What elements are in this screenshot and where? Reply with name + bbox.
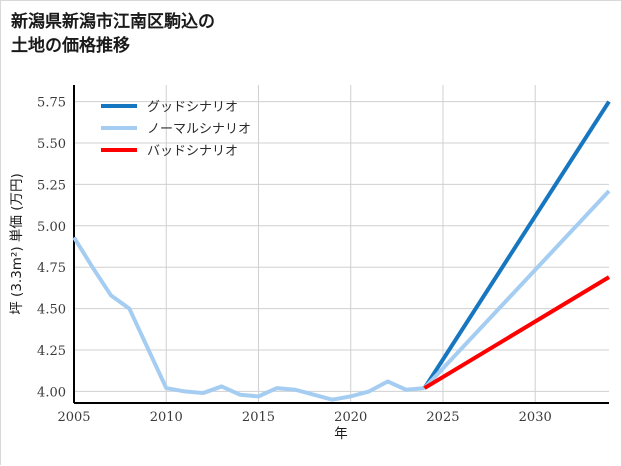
y-tick-label: 4.25 xyxy=(37,344,66,359)
chart-title-line1: 新潟県新潟市江南区駒込の xyxy=(11,11,215,32)
y-tick-label: 5.75 xyxy=(37,96,66,111)
y-axis-title: 坪 (3.3m²) 単価 (万円) xyxy=(9,173,25,314)
legend-label-1: ノーマルシナリオ xyxy=(147,122,251,137)
y-axis-tick-labels: 4.00 4.25 4.50 4.75 5.00 5.25 5.50 5.75 xyxy=(37,96,66,401)
gridlines xyxy=(73,85,609,403)
y-tick-label: 4.75 xyxy=(37,261,66,276)
y-tick-label: 4.50 xyxy=(37,303,66,318)
series-line-normal xyxy=(423,189,611,390)
y-tick-label: 5.00 xyxy=(37,220,66,235)
x-tick-label: 2025 xyxy=(426,410,459,425)
y-tick-label: 5.25 xyxy=(37,178,66,193)
chart-title-line2: 土地の価格推移 xyxy=(11,35,130,56)
x-axis-title: 年 xyxy=(334,426,348,442)
x-tick-label: 2020 xyxy=(334,410,367,425)
x-tick-label: 2030 xyxy=(519,410,552,425)
x-axis-tick-labels: 2005 2010 2015 2020 2025 2030 xyxy=(57,410,551,425)
x-tick-label: 2010 xyxy=(150,410,183,425)
series-line-history xyxy=(72,236,425,402)
y-tick-label: 5.50 xyxy=(37,137,66,152)
series-lines xyxy=(72,100,611,402)
legend-label-0: グッドシナリオ xyxy=(147,100,238,115)
series-line-good xyxy=(422,100,611,390)
series-line-bad xyxy=(423,275,611,390)
x-tick-label: 2015 xyxy=(242,410,275,425)
y-tick-label: 4.00 xyxy=(37,385,66,400)
legend-label-2: バッドシナリオ xyxy=(147,144,238,159)
x-tick-label: 2005 xyxy=(57,410,90,425)
